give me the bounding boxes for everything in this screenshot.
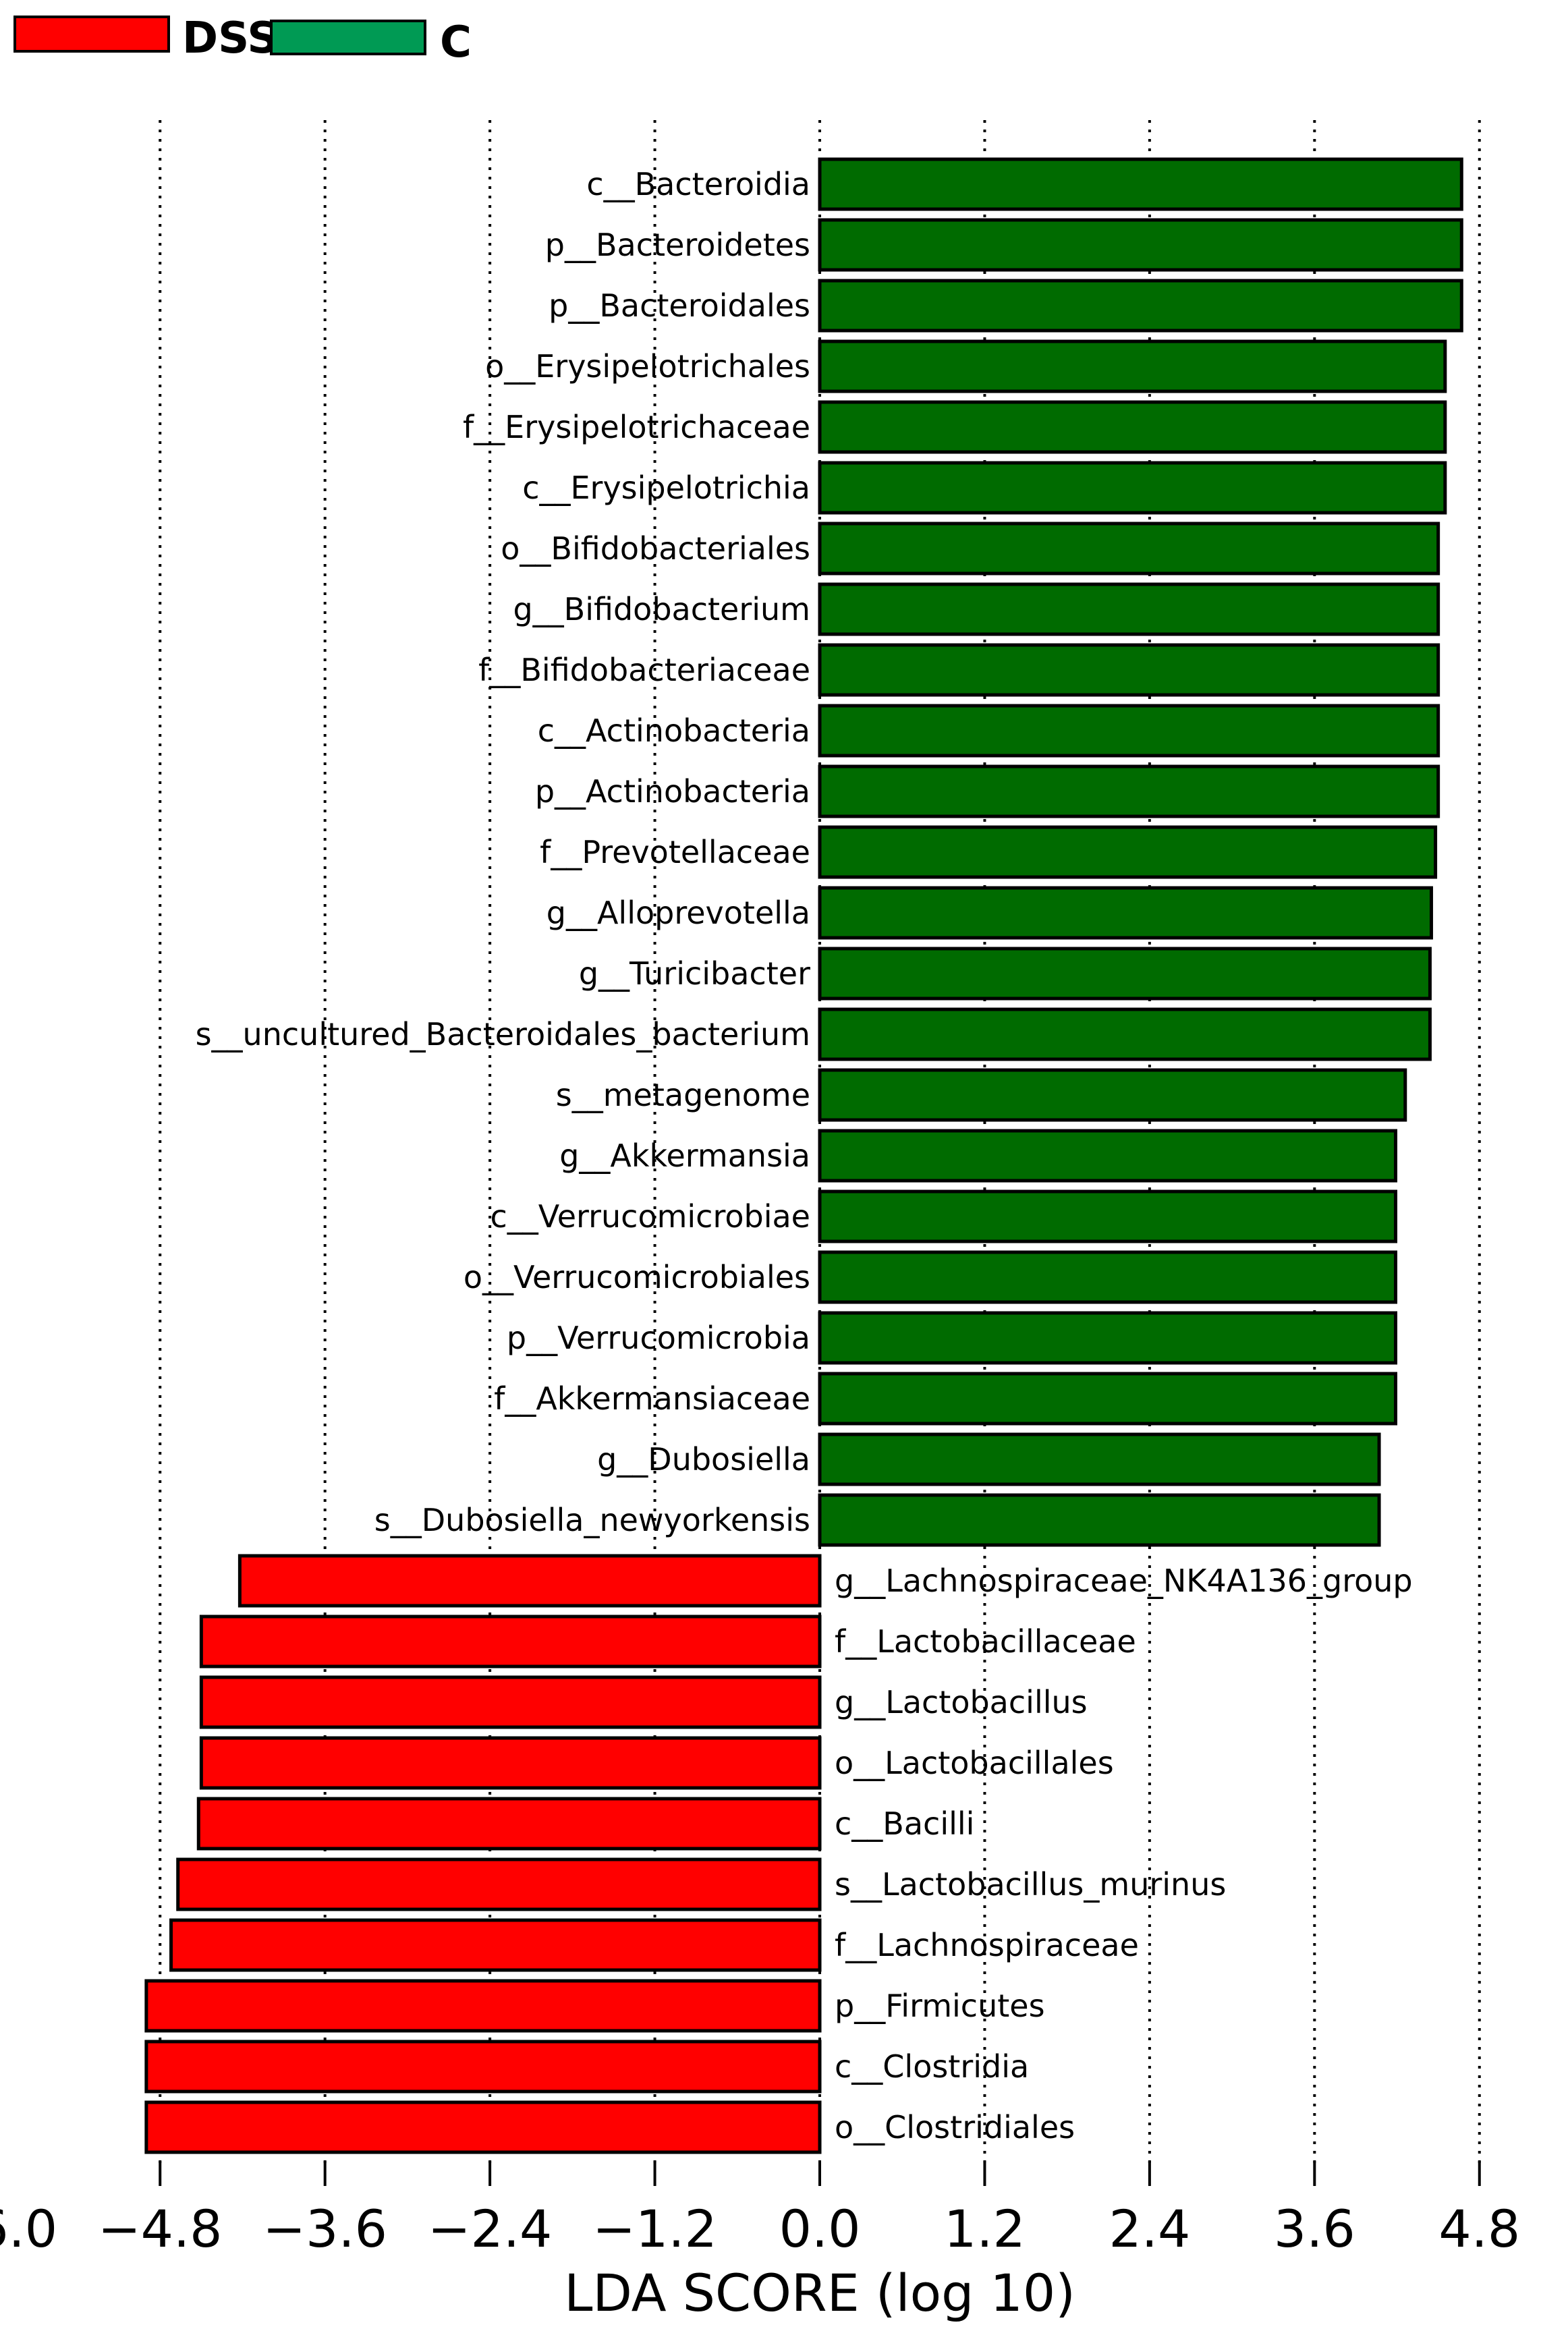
bar-label: o__Bifidobacteriales: [501, 530, 810, 567]
bar-label: g__Lachnospiraceae_NK4A136_group: [835, 1563, 1413, 1599]
bar-label: g__Bifidobacterium: [513, 591, 810, 627]
bar-label: g__Alloprevotella: [547, 895, 810, 931]
bar: [144, 2040, 822, 2094]
bar-label: f__Prevotellaceae: [540, 834, 810, 870]
x-tick-label: −2.4: [428, 2199, 553, 2259]
x-tick-label: −6.0: [0, 2199, 57, 2259]
bar-label: c__Verrucomicrobiae: [491, 1198, 811, 1235]
bar: [818, 582, 1440, 636]
bar-label: c__Erysipelotrichia: [522, 470, 810, 506]
x-tick-label: 0.0: [779, 2199, 861, 2259]
bar-label: p__Bacteroidetes: [545, 227, 810, 263]
x-tick-label: −3.6: [262, 2199, 387, 2259]
bar-label: o__Verrucomicrobiales: [464, 1259, 810, 1295]
bar: [199, 1736, 822, 1790]
bar: [818, 886, 1433, 940]
x-tick-label: 3.6: [1274, 2199, 1355, 2259]
legend: DSS C: [13, 13, 472, 67]
bar-label: p__Actinobacteria: [535, 773, 810, 810]
bars: [144, 157, 1463, 2154]
bar: [144, 2100, 822, 2154]
bar-label: f__Bifidobacteriaceae: [478, 652, 810, 688]
x-tick-label: 2.4: [1109, 2199, 1190, 2259]
bar: [818, 218, 1463, 272]
bar-label: g__Dubosiella: [597, 1441, 810, 1478]
bar: [818, 1372, 1398, 1426]
bar-label: p__Verrucomicrobia: [507, 1320, 810, 1356]
legend-label-dss: DSS: [182, 13, 278, 63]
x-tick-label: 4.8: [1438, 2199, 1520, 2259]
legend-swatch-dss: [13, 16, 170, 53]
bar-label: o__Clostridiales: [835, 2109, 1075, 2145]
bar: [169, 1918, 822, 1972]
bar-label: s__Lactobacillus_murinus: [835, 1866, 1226, 1903]
bar-label: g__Akkermansia: [559, 1138, 810, 1174]
bar: [818, 825, 1438, 879]
x-tick-label: −4.8: [98, 2199, 223, 2259]
bar: [818, 947, 1432, 1001]
bar-label: o__Erysipelotrichales: [485, 348, 810, 385]
x-axis-ticks: −6.0−4.8−3.6−2.4−1.20.01.22.43.64.86.0: [0, 2161, 1520, 2259]
bar-label: c__Bacilli: [835, 1805, 974, 1842]
legend-swatch-c: [270, 20, 426, 55]
bar-label: c__Actinobacteria: [538, 712, 810, 749]
bar: [818, 400, 1447, 454]
bar: [818, 764, 1440, 818]
bar-label: p__Bacteroidales: [549, 287, 810, 324]
legend-label-c: C: [440, 18, 472, 67]
bar: [144, 1979, 822, 2033]
bar: [199, 1675, 822, 1729]
bar-label: c__Bacteroidia: [586, 166, 810, 202]
bar-label: o__Lactobacillales: [835, 1745, 1114, 1781]
bar-label: c__Clostridia: [835, 2048, 1029, 2085]
bar: [818, 1007, 1432, 1061]
bar-label: p__Firmicutes: [835, 1988, 1045, 2024]
bar: [818, 704, 1440, 758]
bar: [818, 1189, 1398, 1243]
bar-label: f__Lachnospiraceae: [835, 1927, 1139, 1963]
bar: [818, 643, 1440, 697]
bar-label: g__Lactobacillus: [835, 1684, 1088, 1720]
bar: [237, 1554, 822, 1608]
bar: [818, 157, 1463, 211]
bar-label: f__Lactobacillaceae: [835, 1623, 1136, 1660]
bar: [818, 279, 1463, 333]
bar-label: s__uncultured_Bacteroidales_bacterium: [196, 1016, 810, 1053]
bar-label: s__metagenome: [556, 1077, 810, 1113]
x-axis-title: LDA SCORE (log 10): [564, 2263, 1075, 2323]
bar: [176, 1857, 822, 1911]
bar: [818, 1493, 1381, 1547]
bar-label: g__Turicibacter: [579, 955, 810, 992]
bar: [199, 1615, 822, 1668]
bar-label: s__Dubosiella_newyorkensis: [374, 1502, 810, 1538]
bar: [818, 1432, 1381, 1486]
bar: [818, 1068, 1407, 1122]
x-tick-label: −1.2: [592, 2199, 717, 2259]
bar-labels: c__Bacteroidia p__Bacteroidetes p__Bactero…: [196, 166, 1413, 2145]
bar: [818, 1311, 1398, 1365]
bar: [818, 522, 1440, 576]
x-tick-label: 1.2: [944, 2199, 1026, 2259]
bar-label: f__Akkermansiaceae: [494, 1380, 810, 1417]
bar: [818, 461, 1447, 515]
bar: [818, 339, 1447, 393]
bar: [818, 1129, 1398, 1183]
bar: [196, 1797, 822, 1851]
bar: [818, 1250, 1398, 1304]
bar-label: f__Erysipelotrichaceae: [463, 409, 810, 445]
